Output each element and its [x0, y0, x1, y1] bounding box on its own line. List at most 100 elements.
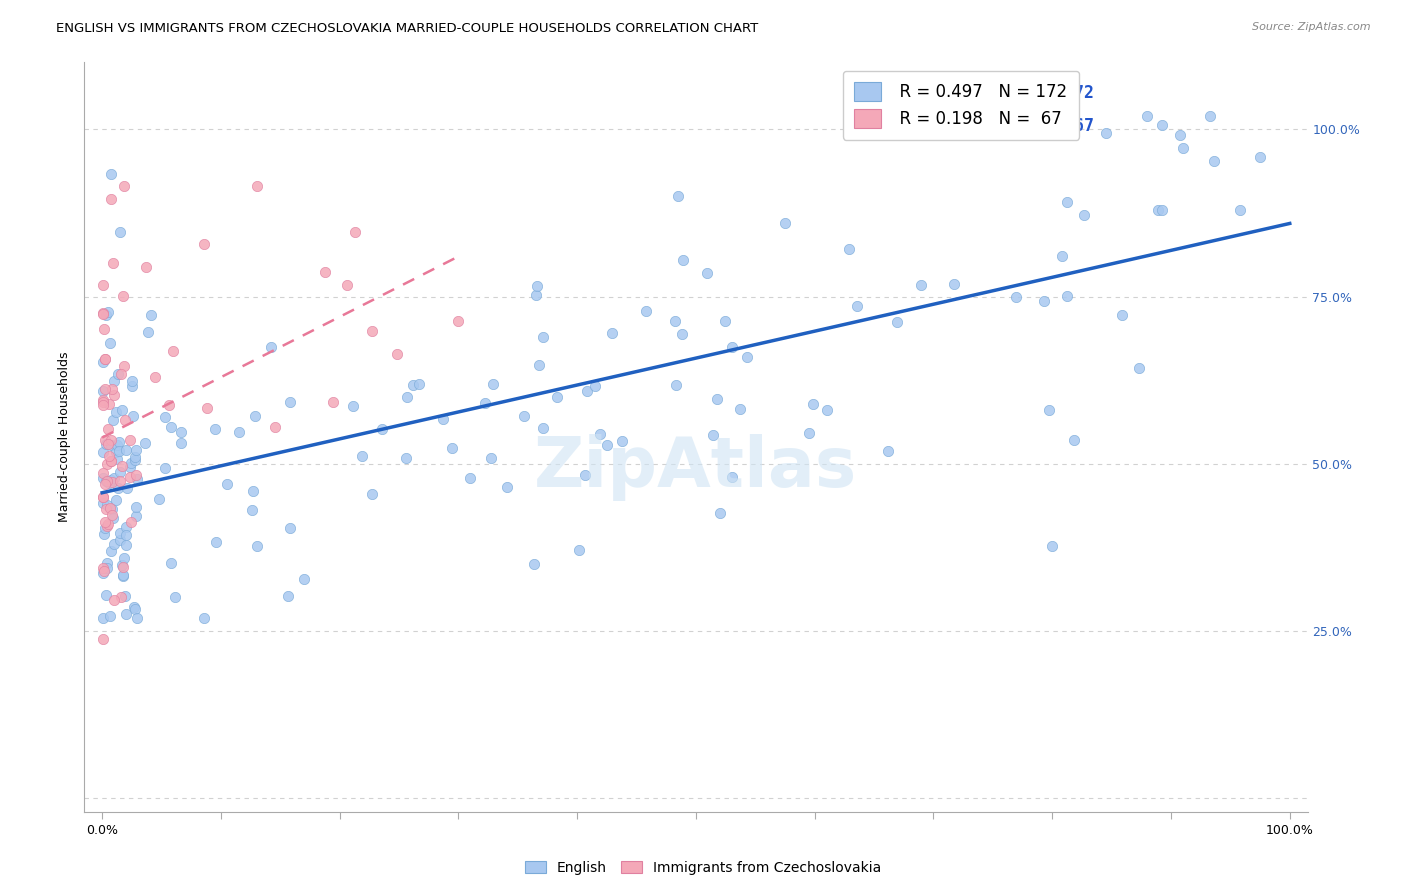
Point	[589, 426, 612, 441]
Point	[408, 377, 430, 392]
Point	[1094, 126, 1116, 140]
Point	[105, 405, 128, 419]
Point	[94, 588, 117, 602]
Point	[97, 305, 120, 319]
Point	[714, 314, 737, 328]
Point	[94, 477, 117, 491]
Point	[125, 467, 148, 482]
Point	[322, 395, 344, 409]
Point	[94, 352, 117, 367]
Text: R =: R =	[887, 84, 927, 102]
Point	[100, 544, 122, 558]
Text: ENGLISH VS IMMIGRANTS FROM CZECHOSLOVAKIA MARRIED-COUPLE HOUSEHOLDS CORRELATION : ENGLISH VS IMMIGRANTS FROM CZECHOSLOVAKI…	[56, 22, 758, 36]
Point	[100, 454, 122, 468]
Point	[112, 359, 135, 374]
Point	[396, 390, 419, 404]
Point	[1136, 109, 1159, 123]
Point	[278, 394, 301, 409]
Point	[799, 426, 821, 441]
Point	[432, 412, 454, 426]
Point	[342, 399, 364, 413]
Point	[170, 436, 193, 450]
Point	[523, 557, 546, 571]
Point	[93, 322, 115, 336]
Point	[100, 167, 122, 181]
Point	[93, 383, 115, 397]
Point	[101, 256, 124, 270]
Point	[98, 336, 121, 351]
Point	[217, 477, 239, 491]
Point	[103, 510, 125, 524]
Point	[108, 465, 131, 479]
Point	[125, 509, 148, 524]
Point	[108, 533, 131, 547]
Point	[121, 409, 143, 424]
Point	[370, 421, 392, 435]
Point	[93, 394, 115, 409]
Point	[1063, 433, 1085, 447]
Point	[1150, 202, 1173, 217]
Point	[125, 611, 148, 625]
Point	[125, 442, 148, 457]
Point	[1171, 141, 1194, 155]
Point	[496, 480, 519, 494]
Point	[1202, 154, 1225, 169]
Point	[474, 396, 496, 410]
Point	[97, 422, 120, 436]
Point	[596, 438, 619, 452]
Point	[96, 457, 118, 471]
Point	[121, 375, 143, 389]
Point	[910, 278, 932, 293]
Text: 172: 172	[1064, 84, 1094, 102]
Point	[120, 434, 142, 448]
Text: 0.497: 0.497	[938, 84, 988, 102]
Point	[97, 397, 120, 411]
Point	[160, 420, 183, 434]
Point	[96, 437, 118, 451]
Point	[107, 367, 129, 381]
Point	[482, 376, 505, 391]
Point	[665, 378, 688, 392]
Point	[815, 403, 838, 417]
Point	[845, 299, 868, 313]
Point	[93, 564, 115, 578]
Point	[138, 325, 160, 339]
Point	[600, 326, 623, 340]
Point	[111, 569, 134, 583]
Point	[165, 590, 187, 604]
Point	[111, 458, 134, 473]
Point	[96, 518, 118, 533]
Point	[93, 561, 115, 575]
Point	[1229, 202, 1251, 217]
Point	[93, 355, 115, 369]
Point	[160, 556, 183, 570]
Legend: English, Immigrants from Czechoslovakia: English, Immigrants from Czechoslovakia	[519, 855, 887, 880]
Point	[125, 500, 148, 514]
Point	[1052, 249, 1074, 263]
Point	[735, 351, 758, 365]
Point	[96, 309, 118, 323]
Point	[110, 367, 132, 381]
Point	[115, 538, 138, 552]
Point	[93, 496, 115, 510]
Point	[720, 340, 742, 354]
Point	[121, 379, 143, 393]
Point	[120, 456, 142, 470]
Point	[127, 472, 149, 486]
Point	[135, 260, 157, 275]
Point	[148, 492, 170, 507]
Point	[100, 437, 122, 451]
Point	[105, 438, 128, 452]
Point	[103, 537, 125, 551]
Point	[94, 352, 117, 367]
Point	[672, 252, 695, 267]
Point	[114, 442, 136, 457]
Point	[115, 520, 138, 534]
Point	[107, 482, 129, 496]
Point	[111, 402, 134, 417]
Point	[526, 278, 548, 293]
Point	[112, 568, 135, 582]
Point	[124, 450, 146, 464]
Point	[118, 459, 141, 474]
Point	[583, 379, 606, 393]
